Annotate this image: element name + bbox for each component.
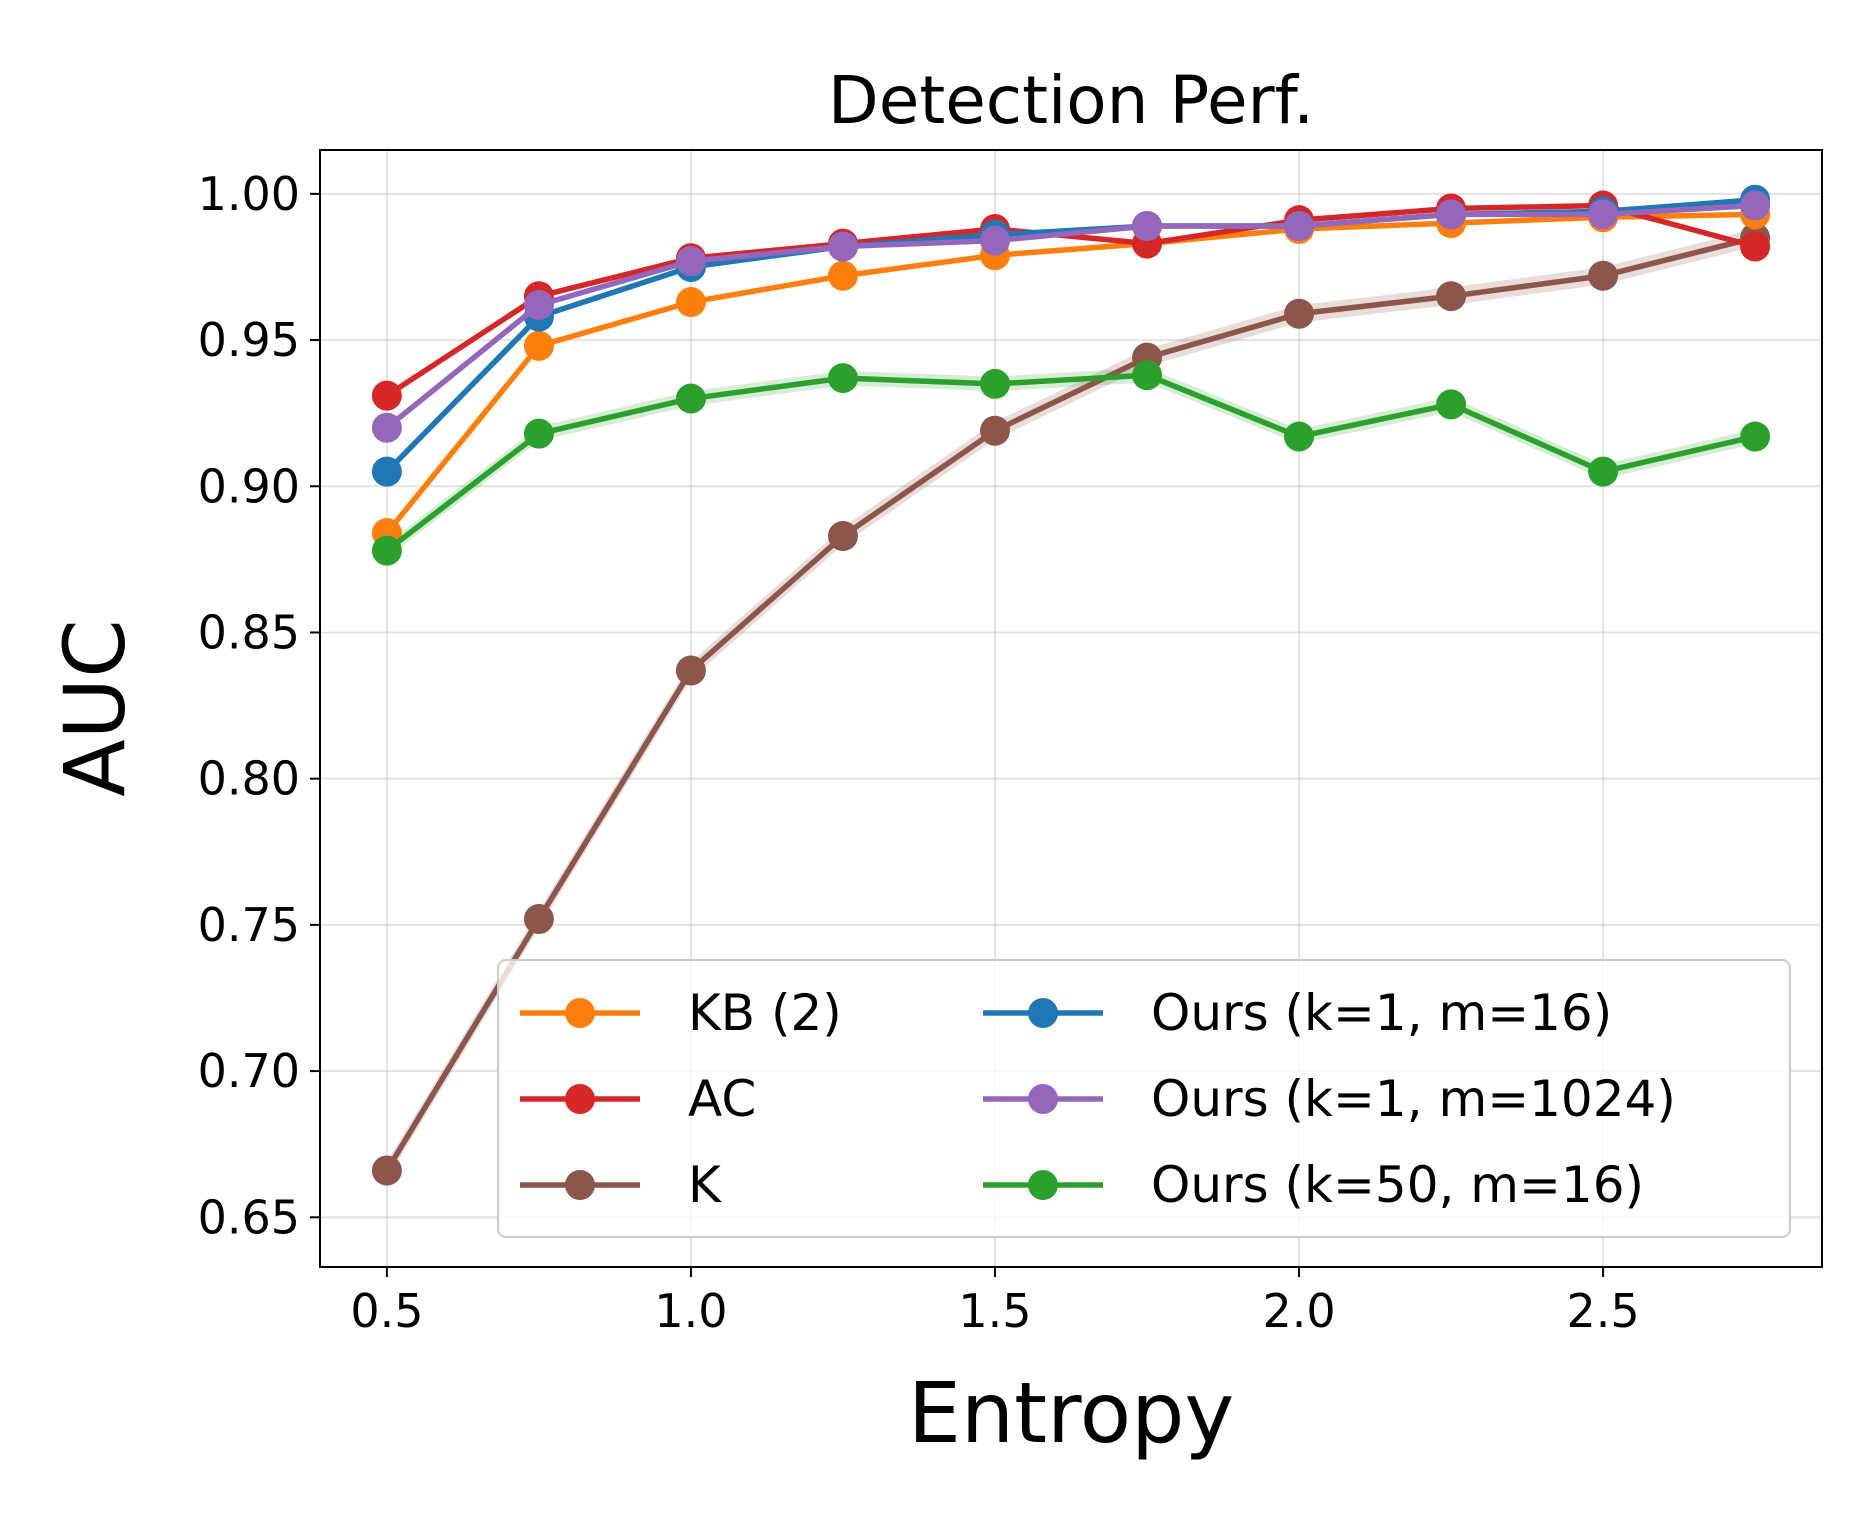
legend-swatch-marker [1028, 998, 1058, 1028]
data-point [1436, 281, 1467, 312]
data-point [1284, 298, 1315, 329]
legend: KB (2) AC K Ours (k=1, m=16) Ours (k=1, m=10… [497, 959, 1791, 1238]
data-point [523, 904, 554, 935]
y-tick-label: 0.80 [198, 752, 300, 806]
series-line [384, 372, 1758, 554]
axis-ticks: 0.5 1.0 1.5 2.0 2.5 0.65 0.70 0.75 0.80 0.85 0.90 0… [198, 167, 1640, 1338]
chart-title: Detection Perf. [828, 62, 1314, 139]
legend-entry: Ours (k=1, m=1024) [983, 1070, 1676, 1128]
legend-entry: Ours (k=1, m=16) [983, 984, 1612, 1042]
series-line [384, 202, 1758, 431]
legend-swatch-marker [565, 1170, 595, 1200]
data-point [1132, 360, 1163, 391]
data-point [827, 363, 858, 394]
data-point [1588, 456, 1619, 487]
series-line [384, 202, 1758, 399]
y-tick-label: 0.95 [198, 313, 300, 367]
x-tick-label: 1.5 [958, 1284, 1031, 1338]
data-point [371, 412, 402, 443]
data-point [523, 418, 554, 449]
data-point [1588, 199, 1619, 230]
series [371, 360, 1771, 566]
y-tick-label: 0.75 [198, 898, 300, 952]
data-point [1740, 421, 1771, 452]
confidence-bands [386, 228, 1756, 1180]
x-tick-label: 0.5 [350, 1284, 423, 1338]
data-point [675, 655, 706, 686]
data-point [1588, 260, 1619, 291]
y-tick-label: 0.90 [198, 459, 300, 513]
legend-label: AC [688, 1070, 756, 1128]
legend-entry: K [520, 1156, 722, 1214]
y-tick-label: 0.70 [198, 1044, 300, 1098]
x-tick-label: 2.5 [1567, 1284, 1640, 1338]
data-point [675, 287, 706, 318]
grid [320, 150, 1822, 1267]
legend-swatch-marker [1028, 1170, 1058, 1200]
series-line [384, 234, 1758, 1174]
data-point [827, 260, 858, 291]
y-tick-label: 1.00 [198, 167, 300, 221]
legend-entry: Ours (k=50, m=16) [983, 1156, 1644, 1214]
y-axis-label: AUC [46, 619, 144, 797]
data-point [827, 520, 858, 551]
data-point [523, 289, 554, 320]
legend-label: Ours (k=1, m=16) [1151, 984, 1612, 1042]
data-point [1284, 211, 1315, 242]
data-point [979, 225, 1010, 256]
data-point [979, 415, 1010, 446]
data-point [371, 456, 402, 487]
data-point [1436, 199, 1467, 230]
legend-swatch-marker [565, 1084, 595, 1114]
plot-frame [319, 149, 1823, 1268]
y-tick-label: 0.85 [198, 605, 300, 659]
legend-label: K [688, 1156, 722, 1214]
legend-swatch-marker [565, 998, 595, 1028]
data-point [371, 535, 402, 566]
data-point [1436, 389, 1467, 420]
data-point [1284, 421, 1315, 452]
x-tick-label: 2.0 [1262, 1284, 1335, 1338]
x-axis-label: Entropy [908, 1364, 1234, 1462]
data-point [1132, 211, 1163, 242]
series-line [384, 211, 1758, 536]
data-point [371, 1155, 402, 1186]
data-point [979, 368, 1010, 399]
data-point [1740, 190, 1771, 221]
legend-frame [497, 959, 1791, 1238]
series-layer [371, 184, 1771, 1186]
series [371, 222, 1771, 1186]
data-point [523, 330, 554, 361]
data-point [1740, 231, 1771, 262]
data-point [827, 231, 858, 262]
legend-entry: AC [520, 1070, 756, 1128]
legend-label: Ours (k=50, m=16) [1151, 1156, 1644, 1214]
data-point [675, 246, 706, 277]
legend-label: KB (2) [688, 984, 842, 1042]
x-tick-label: 1.0 [654, 1284, 727, 1338]
y-tick-label: 0.65 [198, 1190, 300, 1244]
legend-swatch-marker [1028, 1084, 1058, 1114]
legend-entry: KB (2) [520, 984, 842, 1042]
data-point [675, 383, 706, 414]
series [371, 190, 1771, 443]
data-point [371, 380, 402, 411]
confidence-band [386, 367, 1756, 558]
legend-label: Ours (k=1, m=1024) [1151, 1070, 1676, 1128]
